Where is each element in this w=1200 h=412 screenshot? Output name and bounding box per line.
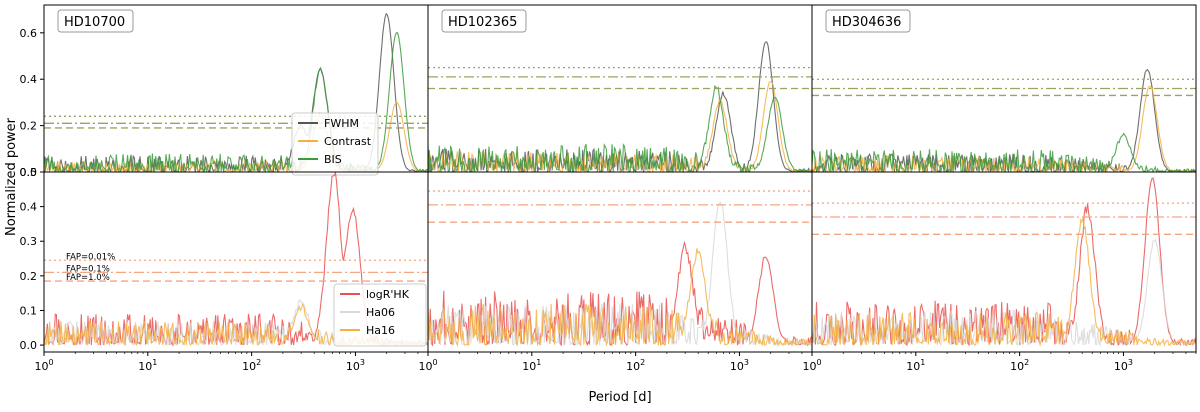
series-line-contrast xyxy=(428,81,812,172)
series-line-ha16 xyxy=(812,217,1196,348)
y-tick-label: 0.2 xyxy=(20,270,38,283)
plot-area xyxy=(428,190,812,348)
panel-title: HD102365 xyxy=(448,15,517,30)
x-tick-label: 101 xyxy=(522,358,541,373)
x-tick-label: 103 xyxy=(346,358,365,373)
legend: FWHM Contrast BIS xyxy=(291,112,379,176)
x-axis-label: Period [d] xyxy=(588,390,651,405)
x-tick-label: 102 xyxy=(1010,358,1029,373)
panel-HD304636-activity: HD304636 xyxy=(811,4,1197,173)
y-axis-label: Normalized power xyxy=(4,117,19,236)
fap-label: FAP=1.0% xyxy=(66,273,110,283)
panel-title: HD304636 xyxy=(832,15,901,30)
legend-label: logR'HK xyxy=(366,288,410,301)
panel-HD10700-activity: HD10700 0.0 0.2 0.4 0.6 FWHM Contrast BIS xyxy=(20,4,429,179)
y-tick-label: 0.0 xyxy=(20,339,38,352)
series-line-ha06 xyxy=(812,238,1196,348)
plot-area xyxy=(812,177,1196,348)
legend-label: Ha06 xyxy=(366,306,395,319)
y-tick-label: 0.1 xyxy=(20,304,38,317)
y-tick-label: 0.4 xyxy=(20,201,38,214)
x-tick-label: 100 xyxy=(802,358,821,373)
legend-label: Ha16 xyxy=(366,324,395,337)
panel-title-box xyxy=(441,9,527,33)
plot-area xyxy=(428,41,812,172)
legend-label: FWHM xyxy=(324,117,359,130)
panel-title-box xyxy=(57,9,134,33)
series-line-ha16 xyxy=(428,248,812,347)
legend: logR'HK Ha06 Ha16 xyxy=(333,283,427,347)
x-tick-label: 102 xyxy=(626,358,645,373)
fap-label: FAP=0.1% xyxy=(66,264,110,274)
legend-label: BIS xyxy=(324,153,342,166)
x-tick-label: 101 xyxy=(906,358,925,373)
x-tick-label: 103 xyxy=(730,358,749,373)
panel-title: HD10700 xyxy=(64,15,125,30)
y-tick-label: 0.3 xyxy=(20,235,38,248)
y-tick-label: 0.2 xyxy=(20,120,38,133)
x-tick-label: 102 xyxy=(242,358,261,373)
panel-HD102365-activity: HD102365 xyxy=(427,4,813,173)
panel-title-box xyxy=(825,9,911,33)
x-tick-label: 100 xyxy=(34,358,53,373)
y-tick-label: 0.6 xyxy=(20,27,38,40)
plot-area xyxy=(812,68,1196,172)
series-line-bis xyxy=(428,84,812,172)
panel-HD102365-chromospheric: 100 101 102 103 xyxy=(418,171,813,373)
x-tick-label: 100 xyxy=(418,358,437,373)
y-tick-label: 0.4 xyxy=(20,73,38,86)
x-tick-label: 101 xyxy=(138,358,157,373)
legend-label: Contrast xyxy=(324,135,372,148)
y-tick-label: 0.5 xyxy=(20,166,38,179)
y-tick-label: 0.0 xyxy=(20,166,38,179)
panel-HD10700-chromospheric: FAP=0.01% FAP=0.1%FAP=1.0% 0.0 0.1 0.2 0.3 0.4… xyxy=(20,166,429,373)
x-tick-label: 103 xyxy=(1114,358,1133,373)
plot-area xyxy=(44,172,428,347)
panel-frame xyxy=(811,171,1197,353)
series-line-bis xyxy=(812,132,1196,172)
panel-HD304636-chromospheric: 100 101 102 103 xyxy=(802,171,1197,373)
fap-label: FAP=0.01% xyxy=(66,252,115,262)
